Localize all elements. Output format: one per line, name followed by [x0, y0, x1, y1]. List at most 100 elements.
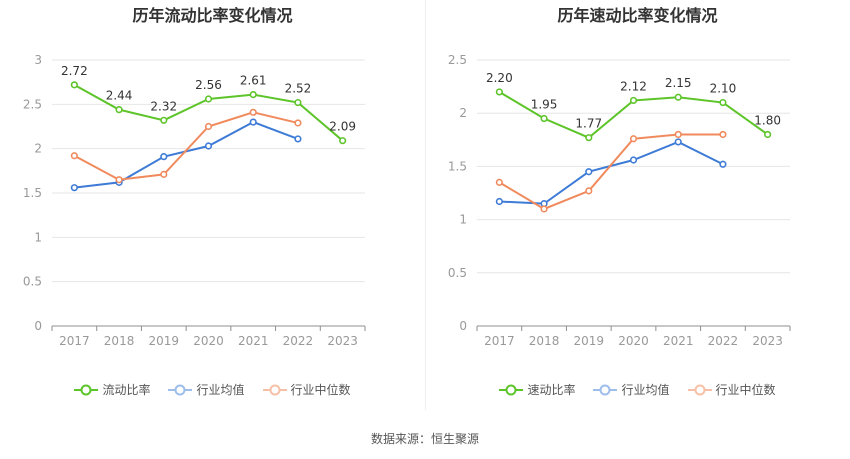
data-label: 2.52: [285, 82, 312, 96]
y-tick-label: 2: [459, 106, 467, 120]
x-tick-label: 2022: [708, 334, 739, 348]
data-point-median: [674, 130, 682, 139]
data-label: 1.80: [754, 113, 781, 127]
data-point-main: [160, 116, 168, 124]
legend: 流动比率 行业均值 行业中位数: [0, 381, 425, 398]
data-label: 2.10: [710, 82, 737, 96]
data-point-median: [70, 152, 78, 160]
x-tick-label: 2022: [283, 334, 314, 348]
y-tick-label: 2: [34, 142, 42, 156]
y-tick-label: 3: [34, 53, 42, 67]
data-point-main: [764, 130, 772, 139]
legend-line-icon: [74, 384, 99, 395]
data-label: 2.56: [195, 78, 222, 92]
data-point-avg: [160, 153, 168, 161]
x-tick-label: 2019: [574, 334, 605, 348]
y-tick-label: 0: [34, 319, 42, 333]
data-point-main: [585, 134, 593, 142]
data-point-main: [540, 114, 548, 123]
y-tick-label: 1: [459, 213, 467, 227]
data-point-main: [629, 96, 638, 105]
legend-label: 行业中位数: [715, 383, 776, 397]
legend-label: 速动比率: [527, 383, 576, 397]
legend-line-icon: [687, 384, 712, 395]
data-label: 2.32: [150, 99, 177, 113]
x-tick-label: 2020: [193, 334, 224, 348]
data-point-main: [204, 95, 213, 103]
data-point-avg: [629, 156, 638, 164]
data-point-median: [495, 178, 503, 186]
data-point-avg: [495, 197, 503, 206]
data-point-median: [249, 108, 257, 116]
data-point-avg: [249, 118, 257, 126]
x-tick-label: 2023: [752, 334, 783, 348]
chart-title: 历年流动比率变化情况: [132, 6, 293, 25]
legend-label: 流动比率: [102, 383, 151, 397]
data-point-median: [115, 176, 123, 184]
data-label: 2.09: [329, 120, 356, 134]
data-point-main: [495, 88, 503, 96]
data-point-median: [204, 122, 213, 131]
panel-divider: [425, 0, 426, 410]
data-label: 2.44: [106, 89, 133, 103]
quick-ratio-chart: 0 0.5 1 1.5 2 2.5 2017 2018 2019 2020 2021 2022 2023…: [448, 53, 791, 348]
data-point-main: [249, 90, 257, 99]
data-label: 2.72: [61, 64, 88, 78]
data-point-median: [585, 187, 593, 195]
legend-item-median[interactable]: 行业中位数: [687, 381, 776, 398]
data-point-avg: [204, 142, 213, 150]
current-ratio-chart: 0 0.5 1 1.5 2 2.5 3 2017 2018 2019 2020 2021 2022 202…: [23, 53, 366, 348]
y-tick-label: 0.5: [448, 266, 467, 280]
data-point-median: [160, 170, 168, 178]
data-point-main: [339, 137, 347, 145]
data-label: 2.15: [665, 76, 692, 90]
data-point-main: [115, 106, 123, 114]
data-label: 1.95: [531, 98, 558, 112]
data-label: 2.20: [486, 71, 513, 85]
data-point-avg: [585, 168, 593, 176]
data-point-main: [719, 98, 727, 107]
data-point-main: [674, 93, 682, 101]
legend-item-avg[interactable]: 行业均值: [168, 381, 245, 398]
legend-item-median[interactable]: 行业中位数: [262, 381, 351, 398]
legend-line-icon: [593, 384, 618, 395]
data-label: 2.61: [240, 74, 267, 88]
data-point-avg: [674, 138, 682, 146]
legend-label: 行业均值: [621, 383, 670, 397]
data-point-avg: [70, 184, 78, 192]
x-tick-label: 2023: [327, 334, 358, 348]
y-tick-label: 1: [34, 230, 42, 244]
data-point-median: [629, 135, 638, 143]
legend-item-main[interactable]: 速动比率: [499, 381, 575, 398]
series-line-median: [73, 111, 299, 181]
data-point-median: [540, 205, 548, 213]
x-tick-label: 2017: [484, 334, 515, 348]
data-label: 1.77: [575, 117, 602, 131]
quick-ratio-chart-panel: 历年速动比率变化情况 0 0.5 1 1.5 2 2.5 2017 2018 2019 2020 2…: [425, 0, 850, 420]
x-tick-label: 2020: [618, 334, 649, 348]
data-point-median: [294, 119, 302, 127]
y-tick-label: 0: [459, 319, 467, 333]
x-tick-label: 2018: [529, 334, 560, 348]
legend-label: 行业均值: [196, 383, 245, 397]
x-tick-label: 2018: [104, 334, 135, 348]
x-tick-label: 2021: [238, 334, 269, 348]
data-point-median: [719, 130, 727, 139]
y-tick-label: 0.5: [23, 275, 42, 289]
legend-label: 行业中位数: [290, 383, 351, 397]
y-tick-label: 2.5: [23, 97, 42, 111]
data-point-main: [294, 98, 302, 107]
y-tick-label: 1.5: [23, 186, 42, 200]
legend-line-icon: [262, 384, 287, 395]
legend-item-avg[interactable]: 行业均值: [593, 381, 670, 398]
legend-item-main[interactable]: 流动比率: [74, 381, 150, 398]
legend-line-icon: [499, 384, 524, 395]
legend: 速动比率 行业均值 行业中位数: [425, 381, 850, 398]
x-tick-label: 2019: [149, 334, 180, 348]
data-point-main: [70, 81, 78, 89]
legend-line-icon: [168, 384, 193, 395]
chart-title: 历年速动比率变化情况: [557, 6, 718, 25]
current-ratio-chart-panel: 历年流动比率变化情况 0 0.5 1 1.5 2 2.5 3 2017 2018 2019 2020…: [0, 0, 425, 420]
series-line-avg: [74, 120, 299, 189]
x-tick-label: 2021: [663, 334, 694, 348]
